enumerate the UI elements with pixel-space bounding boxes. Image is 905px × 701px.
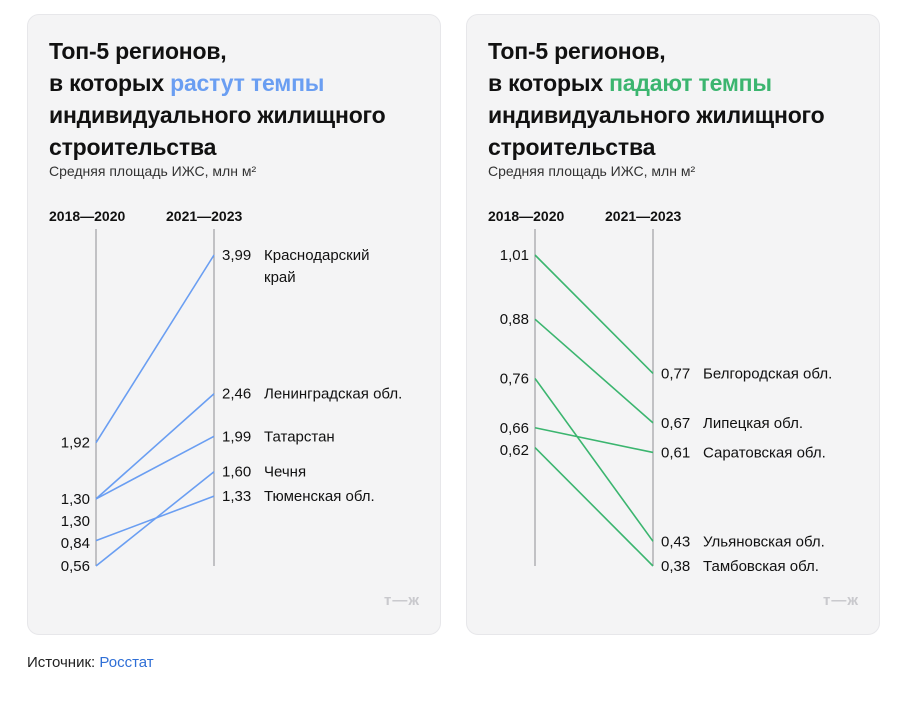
region-label: Саратовская обл. [703, 444, 826, 461]
brand-logo: т—ж [823, 592, 859, 609]
column-header-right: 2021—2023 [166, 208, 243, 224]
value-label-end: 0,77 [661, 365, 690, 382]
value-label-end: 2,46 [222, 386, 251, 403]
source-link[interactable]: Росстат [99, 654, 154, 671]
column-header-left: 2018—2020 [488, 208, 565, 224]
value-label-start: 0,66 [500, 420, 529, 437]
title-line-2: в которых падают темпы [488, 67, 868, 99]
series-line [534, 446, 654, 567]
value-label-end: 0,67 [661, 415, 690, 432]
slope-chart-growing: 1,92 3,99 Краснодарский край 1,30 2,46 Ленингр… [61, 229, 402, 575]
chart-card-falling: Топ-5 регионов, в которых падают темпы и… [466, 14, 880, 635]
title-line-2: в которых растут темпы [49, 67, 429, 99]
column-header-right: 2021—2023 [605, 208, 682, 224]
series-line [534, 254, 654, 375]
value-label-start: 1,30 [61, 491, 90, 508]
value-label-end: 0,38 [661, 558, 690, 575]
value-label-start: 0,76 [500, 370, 529, 387]
region-label: Татарстан [264, 428, 335, 445]
value-label-start: 0,56 [61, 558, 90, 575]
title-line-4: строительства [488, 134, 656, 160]
series-line [534, 377, 654, 542]
source-note: Источник: Росстат [27, 654, 154, 671]
chart-title: Топ-5 регионов, в которых растут темпы и… [49, 35, 429, 163]
series-line [534, 318, 654, 424]
series-line [95, 435, 215, 500]
region-label: край [264, 269, 296, 286]
chart-title: Топ-5 регионов, в которых падают темпы и… [488, 35, 868, 163]
series-line [95, 495, 215, 542]
title-line-2-prefix: в которых [488, 70, 610, 96]
source-label: Источник: [27, 654, 96, 671]
series-line [95, 393, 215, 500]
title-line-2-prefix: в которых [49, 70, 171, 96]
series-line [534, 426, 654, 454]
title-line-4: строительства [49, 134, 217, 160]
value-label-start: 1,92 [61, 435, 90, 452]
region-label: Тюменская обл. [264, 488, 375, 505]
region-label: Тамбовская обл. [703, 558, 819, 575]
region-label: Липецкая обл. [703, 415, 803, 432]
value-label-start: 0,84 [61, 535, 90, 552]
title-line-3: индивидуального жилищного [488, 102, 825, 128]
column-header-left: 2018—2020 [49, 208, 126, 224]
value-label-end: 3,99 [222, 247, 251, 264]
value-label-start: 1,01 [500, 247, 529, 264]
value-label-end: 1,33 [222, 488, 251, 505]
region-label: Ульяновская обл. [703, 533, 825, 550]
brand-logo: т—ж [384, 592, 420, 609]
chart-subtitle: Средняя площадь ИЖС, млн м² [49, 163, 257, 179]
chart-subtitle: Средняя площадь ИЖС, млн м² [488, 163, 696, 179]
series-line [95, 254, 215, 444]
region-label: Краснодарский [264, 247, 369, 264]
slope-chart-falling: 1,01 0,77 Белгородская обл. 0,88 0,67 Липецка… [500, 229, 832, 575]
region-label: Ленинградская обл. [264, 386, 402, 403]
title-line-3: индивидуального жилищного [49, 102, 386, 128]
value-label-end: 0,61 [661, 444, 690, 461]
title-line-1: Топ-5 регионов, [488, 38, 666, 64]
title-highlight: растут темпы [170, 70, 325, 96]
value-label-start: 0,62 [500, 442, 529, 459]
value-label-end: 0,43 [661, 533, 690, 550]
title-highlight: падают темпы [609, 70, 772, 96]
title-line-1: Топ-5 регионов, [49, 38, 227, 64]
value-label-start: 0,88 [500, 311, 529, 328]
chart-card-growing: Топ-5 регионов, в которых растут темпы и… [27, 14, 441, 635]
region-label: Белгородская обл. [703, 365, 832, 382]
value-label-start: 1,30 [61, 513, 90, 530]
value-label-end: 1,99 [222, 428, 251, 445]
value-label-end: 1,60 [222, 464, 251, 481]
region-label: Чечня [264, 464, 306, 481]
